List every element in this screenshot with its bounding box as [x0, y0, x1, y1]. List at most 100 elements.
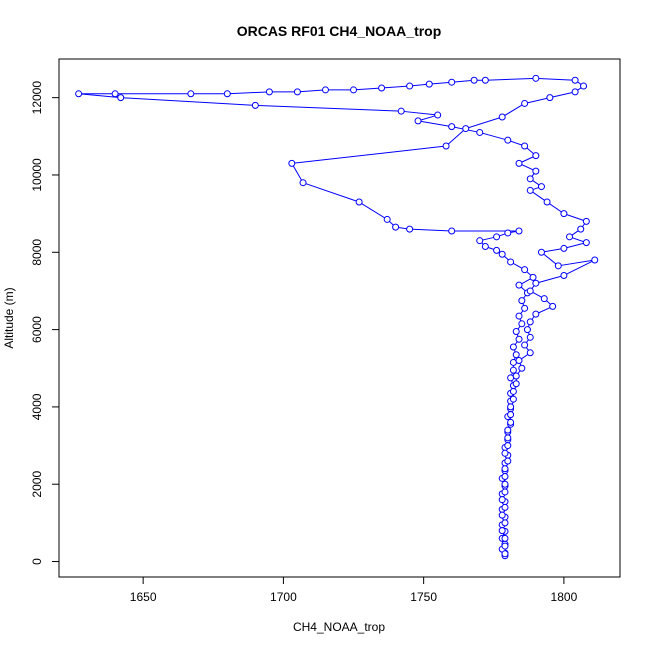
data-point — [509, 366, 517, 374]
data-point — [532, 167, 540, 175]
series-layer — [75, 74, 599, 560]
y-tick-label: 0 — [30, 558, 44, 565]
data-point — [476, 128, 484, 136]
data-point — [560, 210, 568, 218]
data-point — [481, 242, 489, 250]
data-point — [501, 519, 509, 527]
y-tick-label: 6000 — [30, 316, 44, 343]
series-segment — [429, 81, 452, 85]
data-point — [355, 198, 363, 206]
data-point — [532, 310, 540, 318]
data-point — [515, 357, 523, 365]
data-point — [299, 179, 307, 187]
data-point — [476, 237, 484, 245]
series-segment — [302, 182, 360, 203]
series-segment — [465, 116, 503, 130]
series-segment — [291, 145, 447, 164]
data-point — [414, 117, 422, 125]
x-tick-label: 1650 — [130, 590, 157, 604]
data-point — [383, 215, 391, 223]
data-point — [442, 142, 450, 150]
data-point — [509, 358, 517, 366]
data-point — [501, 550, 509, 558]
data-point — [493, 233, 501, 241]
data-point — [512, 328, 520, 336]
data-point — [501, 472, 509, 480]
data-point — [223, 90, 231, 98]
series-segment — [485, 77, 536, 81]
y-axis-label: Altitude (m) — [2, 287, 16, 348]
series-segment — [353, 87, 382, 91]
data-point — [582, 239, 590, 247]
data-point — [526, 186, 534, 194]
data-point — [504, 136, 512, 144]
data-point — [493, 246, 501, 254]
data-point — [507, 418, 515, 426]
data-point — [521, 99, 529, 107]
series-segment — [401, 110, 438, 116]
data-point — [501, 534, 509, 542]
data-point — [580, 82, 588, 90]
data-point — [526, 287, 534, 295]
data-point — [521, 341, 529, 349]
data-point — [111, 90, 119, 98]
series-segment — [451, 79, 475, 83]
data-point — [515, 335, 523, 343]
data-point — [515, 312, 523, 320]
data-point — [532, 279, 540, 287]
data-point — [498, 511, 506, 519]
data-point — [117, 94, 125, 102]
data-point — [521, 266, 529, 274]
data-point — [501, 449, 509, 457]
series-segment — [541, 251, 559, 267]
data-point — [288, 159, 296, 167]
data-point — [321, 86, 329, 94]
data-point — [549, 302, 557, 310]
data-point — [501, 542, 509, 550]
plot-frame — [58, 58, 621, 578]
data-point — [571, 88, 579, 96]
data-point — [187, 90, 195, 98]
series-segment — [563, 213, 587, 222]
series-segment — [417, 120, 452, 128]
data-point — [397, 107, 405, 115]
series-segment — [524, 97, 550, 104]
data-point — [512, 372, 520, 380]
y-tick-label: 8000 — [30, 239, 44, 266]
data-point — [498, 250, 506, 258]
data-point — [509, 395, 517, 403]
data-point — [501, 465, 509, 473]
data-point — [507, 258, 515, 266]
data-point — [509, 343, 517, 351]
series-segment — [535, 274, 565, 284]
data-point — [251, 101, 259, 109]
series-segment — [541, 247, 564, 253]
data-point — [406, 82, 414, 90]
x-tick-label: 1700 — [270, 590, 297, 604]
data-point — [498, 527, 506, 535]
data-point — [425, 80, 433, 88]
data-point — [470, 76, 478, 84]
series-segment — [445, 128, 467, 147]
series-segment — [381, 85, 410, 89]
data-point — [75, 90, 83, 98]
data-point — [350, 86, 358, 94]
data-point — [582, 217, 590, 225]
data-point — [566, 233, 574, 241]
series-segment — [563, 259, 595, 276]
series-segment — [501, 103, 525, 118]
x-axis: 1650 1700 1750 1800 — [130, 577, 578, 604]
data-point — [560, 271, 568, 279]
data-point — [462, 125, 470, 133]
data-point — [554, 262, 562, 270]
data-point — [515, 159, 523, 167]
data-point — [498, 113, 506, 121]
x-axis-label: CH4_NOAA_trop — [293, 620, 385, 634]
data-point — [378, 84, 386, 92]
series-segment — [563, 242, 587, 249]
data-point — [526, 318, 534, 326]
series-segment — [549, 91, 576, 99]
data-point — [434, 111, 442, 119]
series-segment — [535, 77, 576, 81]
